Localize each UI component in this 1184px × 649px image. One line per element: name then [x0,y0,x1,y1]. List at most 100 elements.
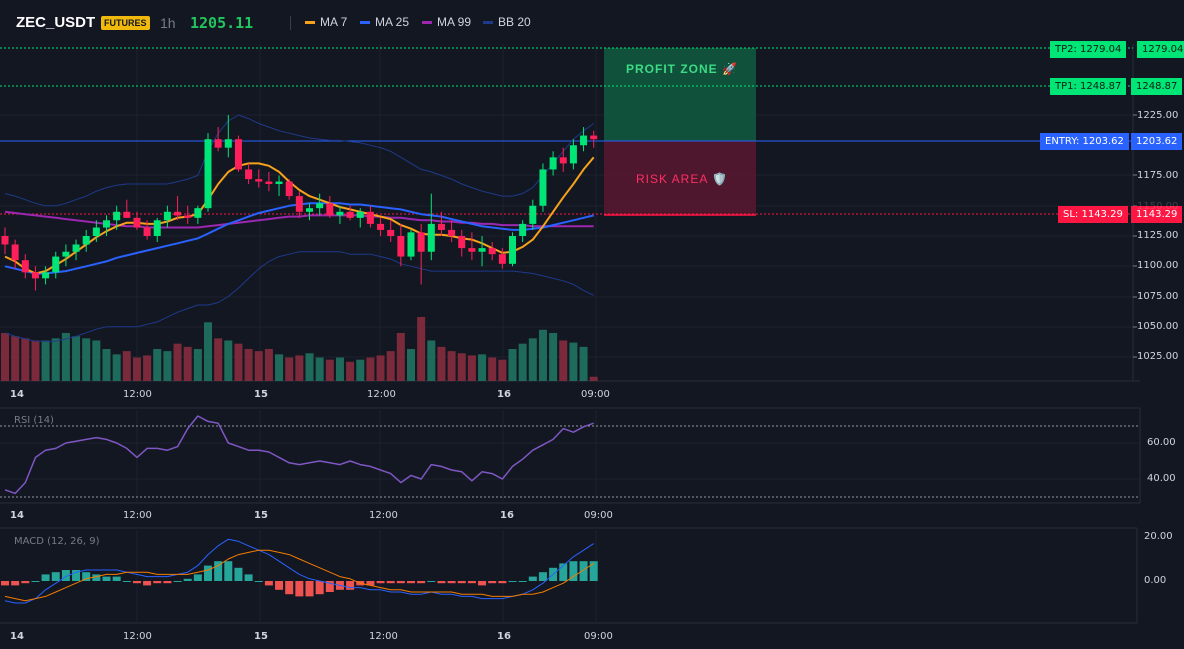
bollinger-bands [4,114,594,342]
legend-bb20-label: BB 20 [498,15,531,29]
rsi-y-tick: 40.00 [1147,473,1176,484]
macd-histogram-bar [518,581,527,582]
volume-bar [467,355,476,381]
volume-bar [92,340,101,381]
candle-body [204,139,212,209]
macd-histogram-bar [569,561,578,581]
volume-bar [61,333,70,381]
candle-body [123,211,131,218]
rsi-x-tick: 12:00 [123,510,152,521]
volume-bar [417,317,426,381]
volume-bar [82,338,91,381]
candle-body [509,236,516,264]
volume-bar [1,333,9,381]
volume-bar [427,340,436,381]
timeframe-label[interactable]: 1h [160,15,176,31]
macd-histogram-bar [153,581,162,584]
signal-line [4,549,594,602]
macd-histogram-bar [72,570,81,581]
macd-histogram-bar [183,578,192,581]
volume-bar [478,354,487,381]
macd-histogram-bar [11,581,20,586]
legend-bb20[interactable]: BB 20 [483,15,531,29]
rsi-x-tick: 12:00 [369,510,398,521]
macd-histogram-bar [589,561,598,581]
candle-body [387,229,395,236]
y-tick: 1100.00 [1137,260,1179,271]
ma7-swatch [305,20,315,24]
macd-histogram-bar [285,581,294,595]
legend-ma99[interactable]: MA 99 [422,15,471,29]
volume-bar [488,357,497,381]
macd-histogram-bar [61,570,70,581]
macd-histogram-bar [538,572,547,581]
candle-body [326,203,334,216]
candle-body [539,169,547,206]
macd-histogram-bar [447,581,456,584]
y-tick: 1075.00 [1137,291,1179,302]
macd-histogram-bar [163,581,172,584]
volume-bar [264,349,273,381]
grid-lines [0,44,1141,624]
volume-bar [285,357,294,381]
x-tick: 12:00 [367,389,396,400]
volume-bar [173,343,182,381]
legend-ma25[interactable]: MA 25 [360,15,409,29]
bb-upper-line [4,114,594,207]
volume-bar [153,349,162,381]
volume-bar [295,355,304,381]
macd-histogram-bar [112,576,121,581]
y-tick: 1125.00 [1137,230,1179,241]
risk-zone [604,141,756,215]
candle-body [21,260,29,273]
macd-histogram-bar [325,581,334,592]
volume-bar [11,336,20,381]
symbol-label[interactable]: ZEC_USDT [16,14,96,31]
candle-body [366,211,374,224]
volume-bar [51,338,60,381]
candle-body [336,211,344,216]
volume-bars [1,317,598,381]
candle-body [427,223,435,252]
macd-histogram-bar [143,581,152,586]
volume-bar [538,329,547,381]
rsi-line [4,415,594,495]
candle-body [265,181,273,184]
macd-title: MACD (12, 26, 9) [14,536,100,547]
macd-histogram-bar [244,574,253,581]
macd-histogram-bar [275,581,284,590]
legend-ma99-label: MA 99 [437,15,472,29]
volume-bar [132,357,141,381]
volume-bar [41,340,50,381]
sl-price-tag: 1143.29 [1131,206,1183,223]
ma25-swatch [360,20,370,24]
macd-histogram-bar [376,581,385,584]
macd-line [4,538,594,604]
candle-body [11,244,19,261]
candle-body [82,236,90,245]
tp2-price-tag: 1279.04 [1137,41,1184,58]
candle-body [356,211,364,218]
candle-body [52,256,60,273]
candle-body [498,254,506,264]
header-divider [290,16,291,30]
macd-histogram-bar [386,581,395,584]
legend-ma7[interactable]: MA 7 [305,15,347,29]
volume-bar [569,342,578,381]
candle-body [488,248,496,255]
sl-tag: SL: 1143.29 [1058,206,1128,223]
volume-bar [335,357,344,381]
macd-histogram-bar [295,581,304,597]
rsi-x-tick: 14 [10,510,24,521]
candle-body [153,220,161,236]
volume-bar [204,322,212,381]
macd-histogram-bar [41,574,50,581]
candle-body [437,223,445,230]
macd-histogram-bar [264,581,273,586]
candle-body [1,236,9,245]
rsi-title: RSI (14) [14,415,54,426]
macd-histogram-bar [204,565,212,581]
candle-body [113,211,121,221]
volume-bar [386,351,395,381]
